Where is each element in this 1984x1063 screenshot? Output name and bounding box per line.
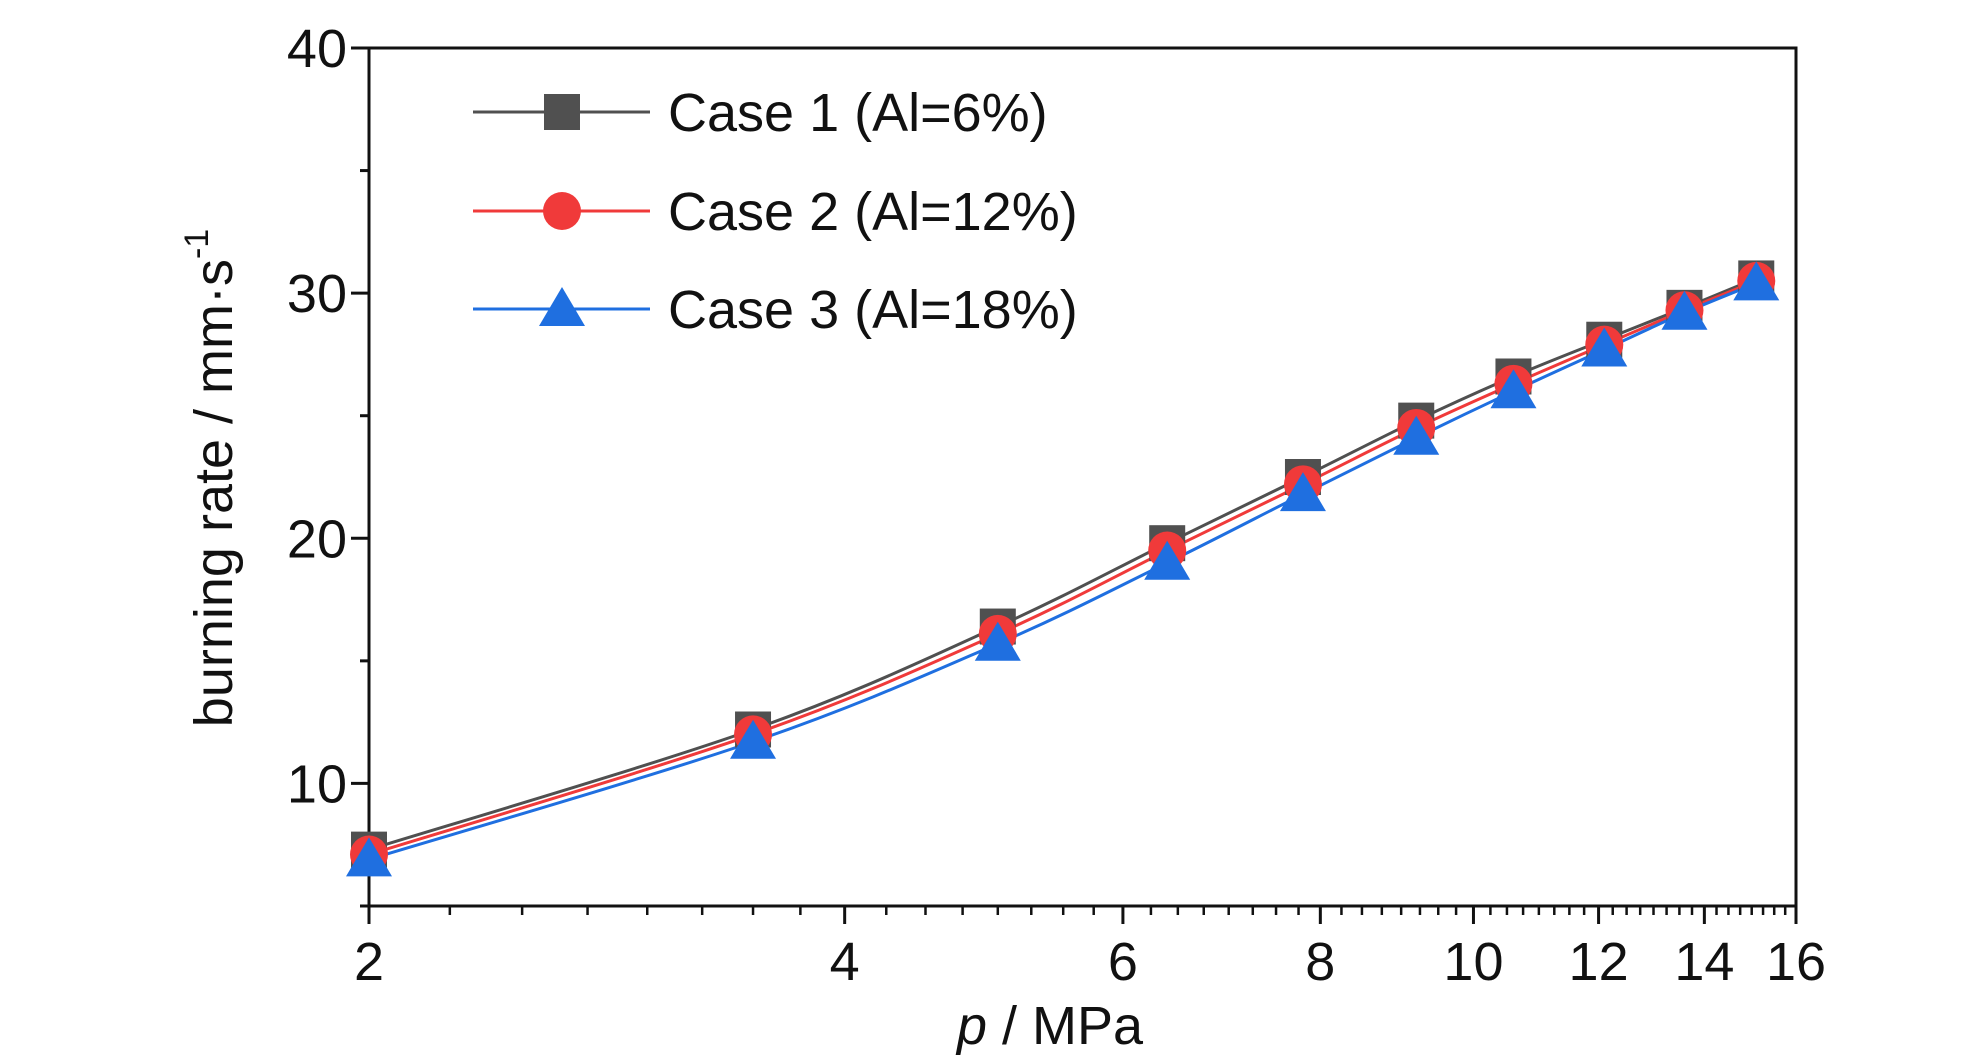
x-tick-label: 4: [830, 932, 860, 992]
series-3-point: [1490, 369, 1537, 409]
series-line-1: [368, 277, 1757, 852]
y-axis-label: burning rate / mm·s-1: [178, 229, 244, 727]
y-tick-label: 20: [287, 509, 347, 569]
legend-label-2: Case 2 (Al=12%): [668, 182, 1078, 242]
plot-frame: [367, 46, 1798, 908]
x-axis-label-unit: / MPa: [987, 996, 1144, 1056]
series-3-point: [730, 719, 777, 759]
legend: Case 1 (Al=6%) Case 2 (Al=12%) Case 3 (Al=…: [455, 62, 1207, 357]
x-axis-ticks: 2 4 6 8 10 12 14 16: [354, 906, 1826, 992]
series-3-point: [1581, 327, 1628, 367]
x-tick-label: 16: [1766, 932, 1826, 992]
y-axis-label-superscript: -1: [178, 229, 216, 259]
x-axis-label: p / MPa: [955, 996, 1144, 1056]
x-tick-label: 2: [354, 932, 384, 992]
series-3-point: [346, 837, 392, 877]
legend-marker-2: [543, 192, 581, 230]
y-tick-label: 30: [287, 264, 347, 324]
series-3-point: [1144, 540, 1191, 580]
x-tick-label: 12: [1569, 932, 1629, 992]
legend-marker-1: [544, 94, 580, 130]
x-tick-label: 8: [1305, 932, 1335, 992]
legend-label-3: Case 3 (Al=18%): [668, 280, 1078, 340]
y-tick-label: 40: [287, 19, 347, 79]
series-markers: [346, 260, 1780, 877]
legend-marker-3: [539, 287, 585, 326]
chart-axes: [367, 46, 1798, 908]
series-3-point: [1733, 261, 1780, 301]
series-line-2: [368, 279, 1757, 856]
legend-label-1: Case 1 (Al=6%): [668, 83, 1048, 143]
x-axis-label-variable: p: [955, 996, 987, 1056]
x-tick-label: 14: [1674, 932, 1734, 992]
series-3-point: [1393, 415, 1440, 455]
series-3-point: [974, 621, 1021, 661]
y-tick-label: 10: [287, 754, 347, 814]
series-lines: [368, 277, 1757, 861]
series-3-point: [1279, 472, 1326, 512]
series-3-point: [1661, 290, 1708, 330]
y-axis-ticks: 10 20 30 40: [287, 19, 369, 908]
x-tick-label: 6: [1108, 932, 1138, 992]
y-axis-label-main: burning rate / mm·s: [184, 259, 244, 727]
x-tick-label: 10: [1443, 932, 1503, 992]
